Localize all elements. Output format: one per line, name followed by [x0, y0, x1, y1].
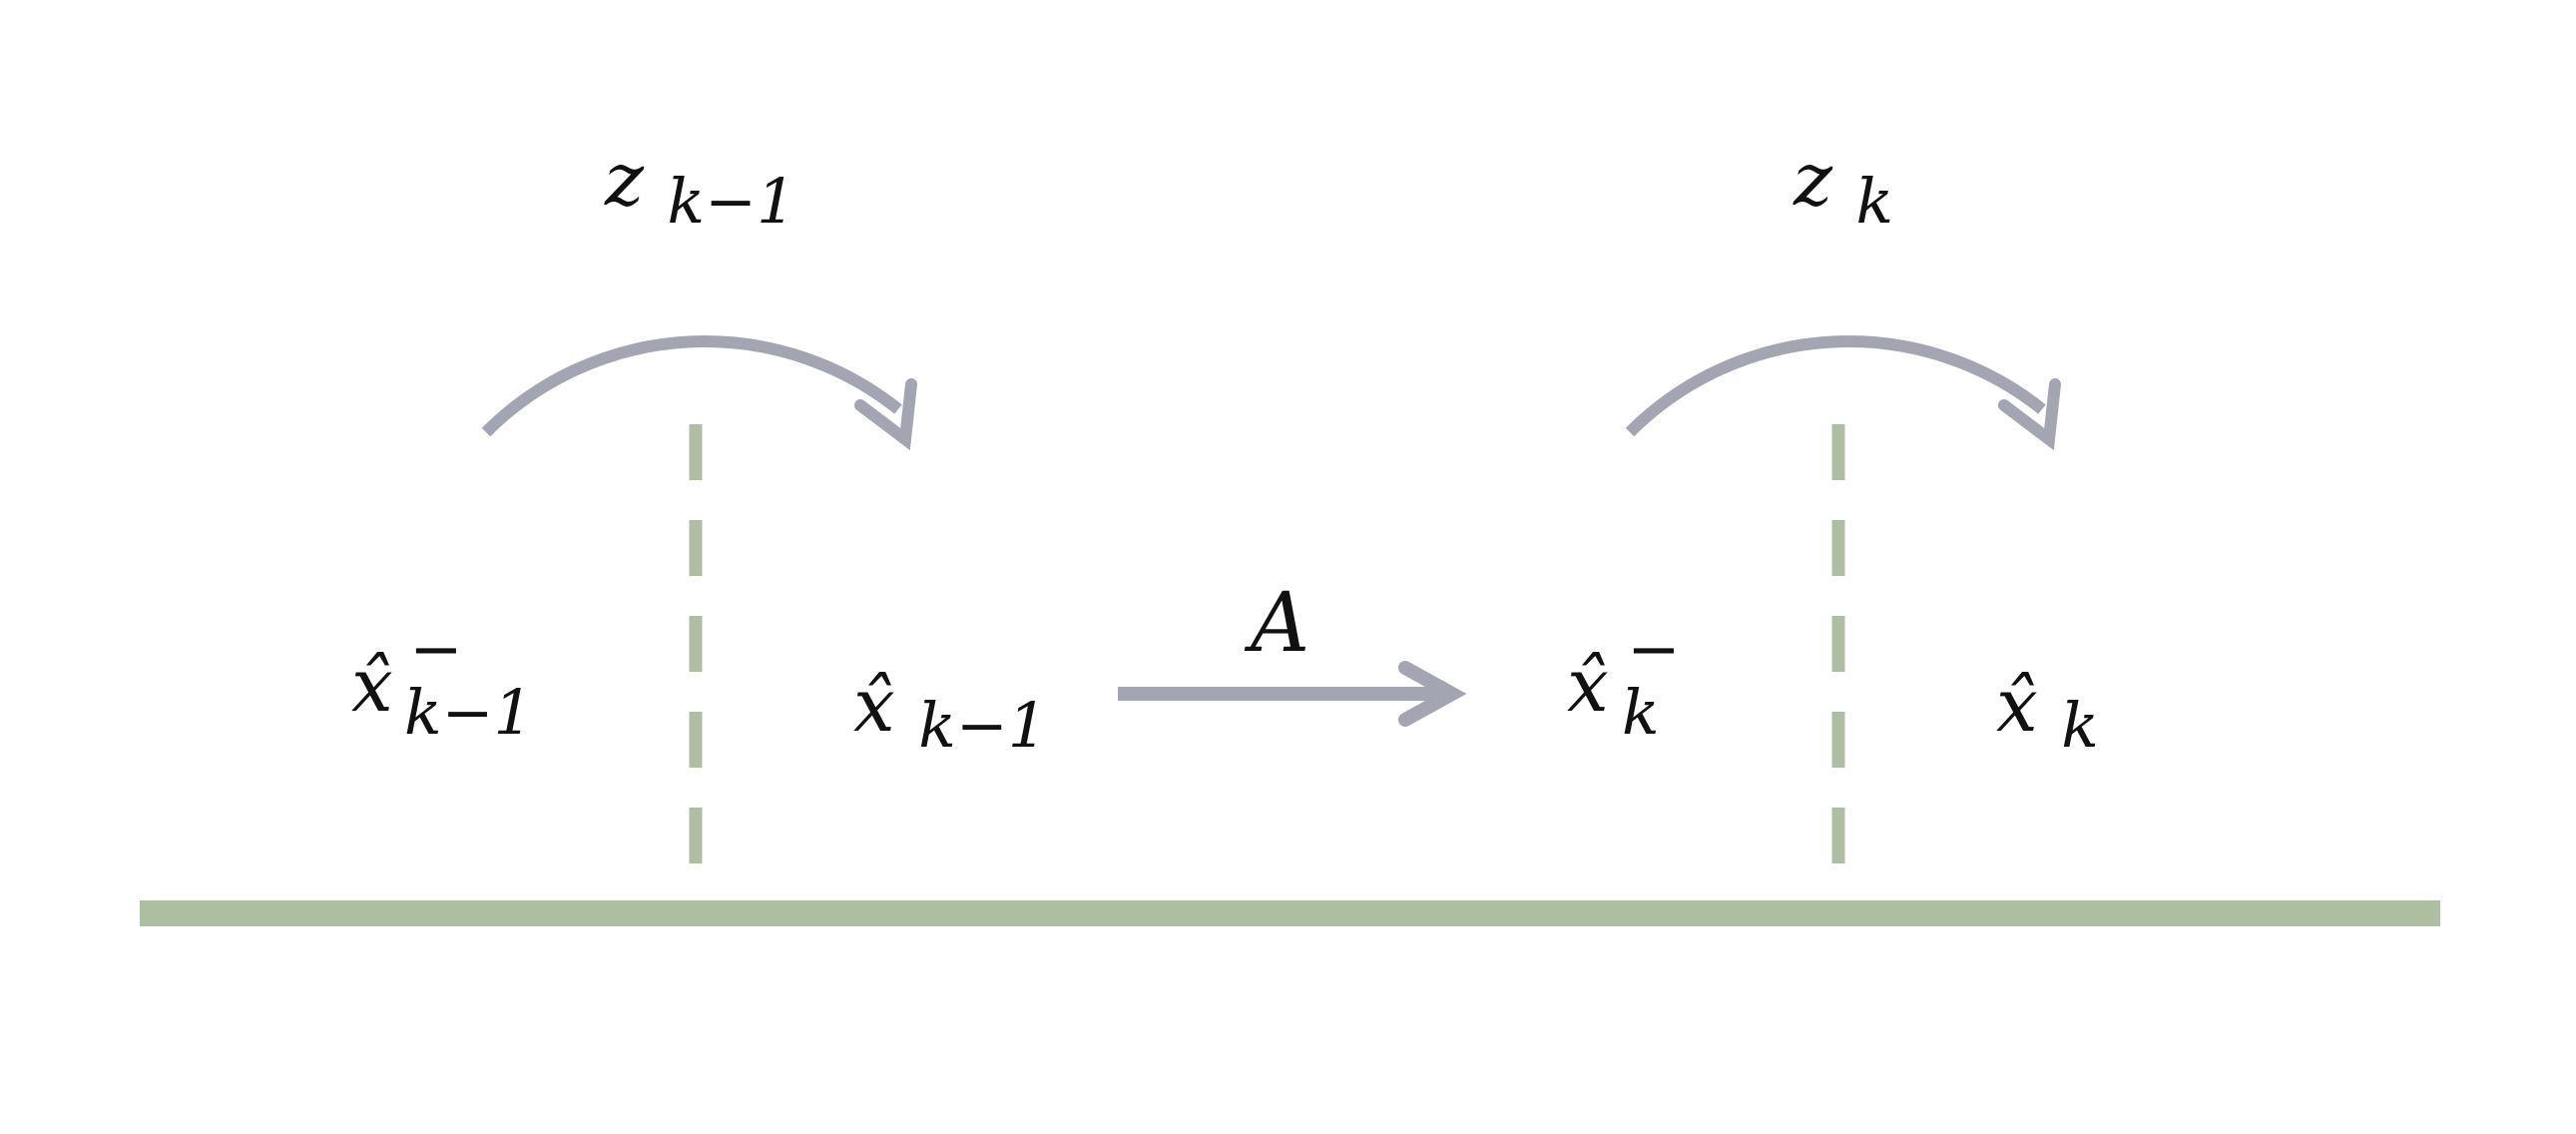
- prior-estimate-k-superscript: −: [1627, 613, 1681, 687]
- prior-estimate-k-1-superscript: −: [409, 613, 463, 687]
- measurement-label-k: z k: [1793, 137, 1893, 238]
- posterior-estimate-k-1: x̂ k−1: [853, 663, 1047, 762]
- curved-arrow-icon: [481, 335, 917, 451]
- posterior-estimate-k: x̂ k: [1996, 663, 2099, 762]
- transition-label: A: [1244, 576, 1309, 671]
- measurement-label-k-1: z k−1: [604, 137, 796, 238]
- right-arrow-icon: [1118, 661, 1467, 727]
- prior-estimate-k-subscript: k: [1622, 676, 1660, 749]
- curved-arrow-icon: [1625, 335, 2061, 451]
- prior-estimate-k: x̂: [1567, 643, 1609, 729]
- prior-estimate-k-1-subscript: k−1: [404, 676, 533, 749]
- prior-estimate-k-1: x̂: [351, 643, 393, 729]
